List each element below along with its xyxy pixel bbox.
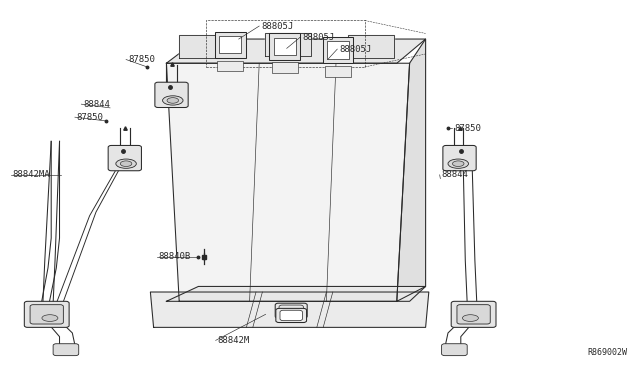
Text: R869002W: R869002W bbox=[588, 348, 627, 357]
Polygon shape bbox=[265, 33, 311, 56]
Text: 87850: 87850 bbox=[454, 124, 481, 133]
FancyBboxPatch shape bbox=[30, 305, 63, 324]
Ellipse shape bbox=[167, 98, 179, 103]
Bar bbox=[218, 61, 243, 71]
Polygon shape bbox=[166, 39, 426, 63]
Bar bbox=[269, 33, 300, 60]
Polygon shape bbox=[179, 35, 225, 58]
Polygon shape bbox=[397, 39, 426, 301]
Text: 87850: 87850 bbox=[128, 55, 155, 64]
Bar bbox=[327, 41, 349, 59]
Text: 88842M: 88842M bbox=[218, 336, 250, 345]
FancyBboxPatch shape bbox=[280, 310, 303, 321]
FancyBboxPatch shape bbox=[442, 344, 467, 356]
FancyBboxPatch shape bbox=[108, 145, 141, 171]
Text: 87850: 87850 bbox=[77, 113, 104, 122]
Bar bbox=[325, 66, 351, 77]
Ellipse shape bbox=[120, 161, 132, 167]
FancyBboxPatch shape bbox=[451, 301, 496, 327]
Polygon shape bbox=[348, 35, 394, 58]
FancyBboxPatch shape bbox=[443, 145, 476, 171]
Polygon shape bbox=[166, 63, 410, 301]
Bar bbox=[215, 32, 246, 58]
Bar bbox=[274, 38, 296, 55]
Bar bbox=[220, 36, 241, 54]
Text: 88805J: 88805J bbox=[339, 45, 371, 54]
Text: 88840B: 88840B bbox=[159, 252, 191, 261]
FancyBboxPatch shape bbox=[53, 344, 79, 356]
Text: 88805J: 88805J bbox=[261, 22, 293, 31]
Text: 88805J: 88805J bbox=[302, 33, 334, 42]
FancyBboxPatch shape bbox=[276, 308, 307, 323]
FancyBboxPatch shape bbox=[275, 303, 307, 318]
FancyBboxPatch shape bbox=[155, 82, 188, 108]
Polygon shape bbox=[166, 286, 426, 301]
Text: 88842MA: 88842MA bbox=[13, 170, 51, 179]
Ellipse shape bbox=[42, 315, 58, 321]
Polygon shape bbox=[150, 292, 429, 327]
Text: 88844: 88844 bbox=[442, 170, 468, 179]
Ellipse shape bbox=[448, 159, 468, 169]
Ellipse shape bbox=[452, 161, 464, 167]
Ellipse shape bbox=[116, 159, 136, 169]
FancyBboxPatch shape bbox=[24, 301, 69, 327]
Ellipse shape bbox=[163, 96, 183, 105]
Text: 88844: 88844 bbox=[83, 100, 110, 109]
Bar bbox=[272, 62, 298, 73]
Ellipse shape bbox=[462, 315, 479, 321]
Bar bbox=[323, 37, 353, 63]
FancyBboxPatch shape bbox=[457, 305, 490, 324]
